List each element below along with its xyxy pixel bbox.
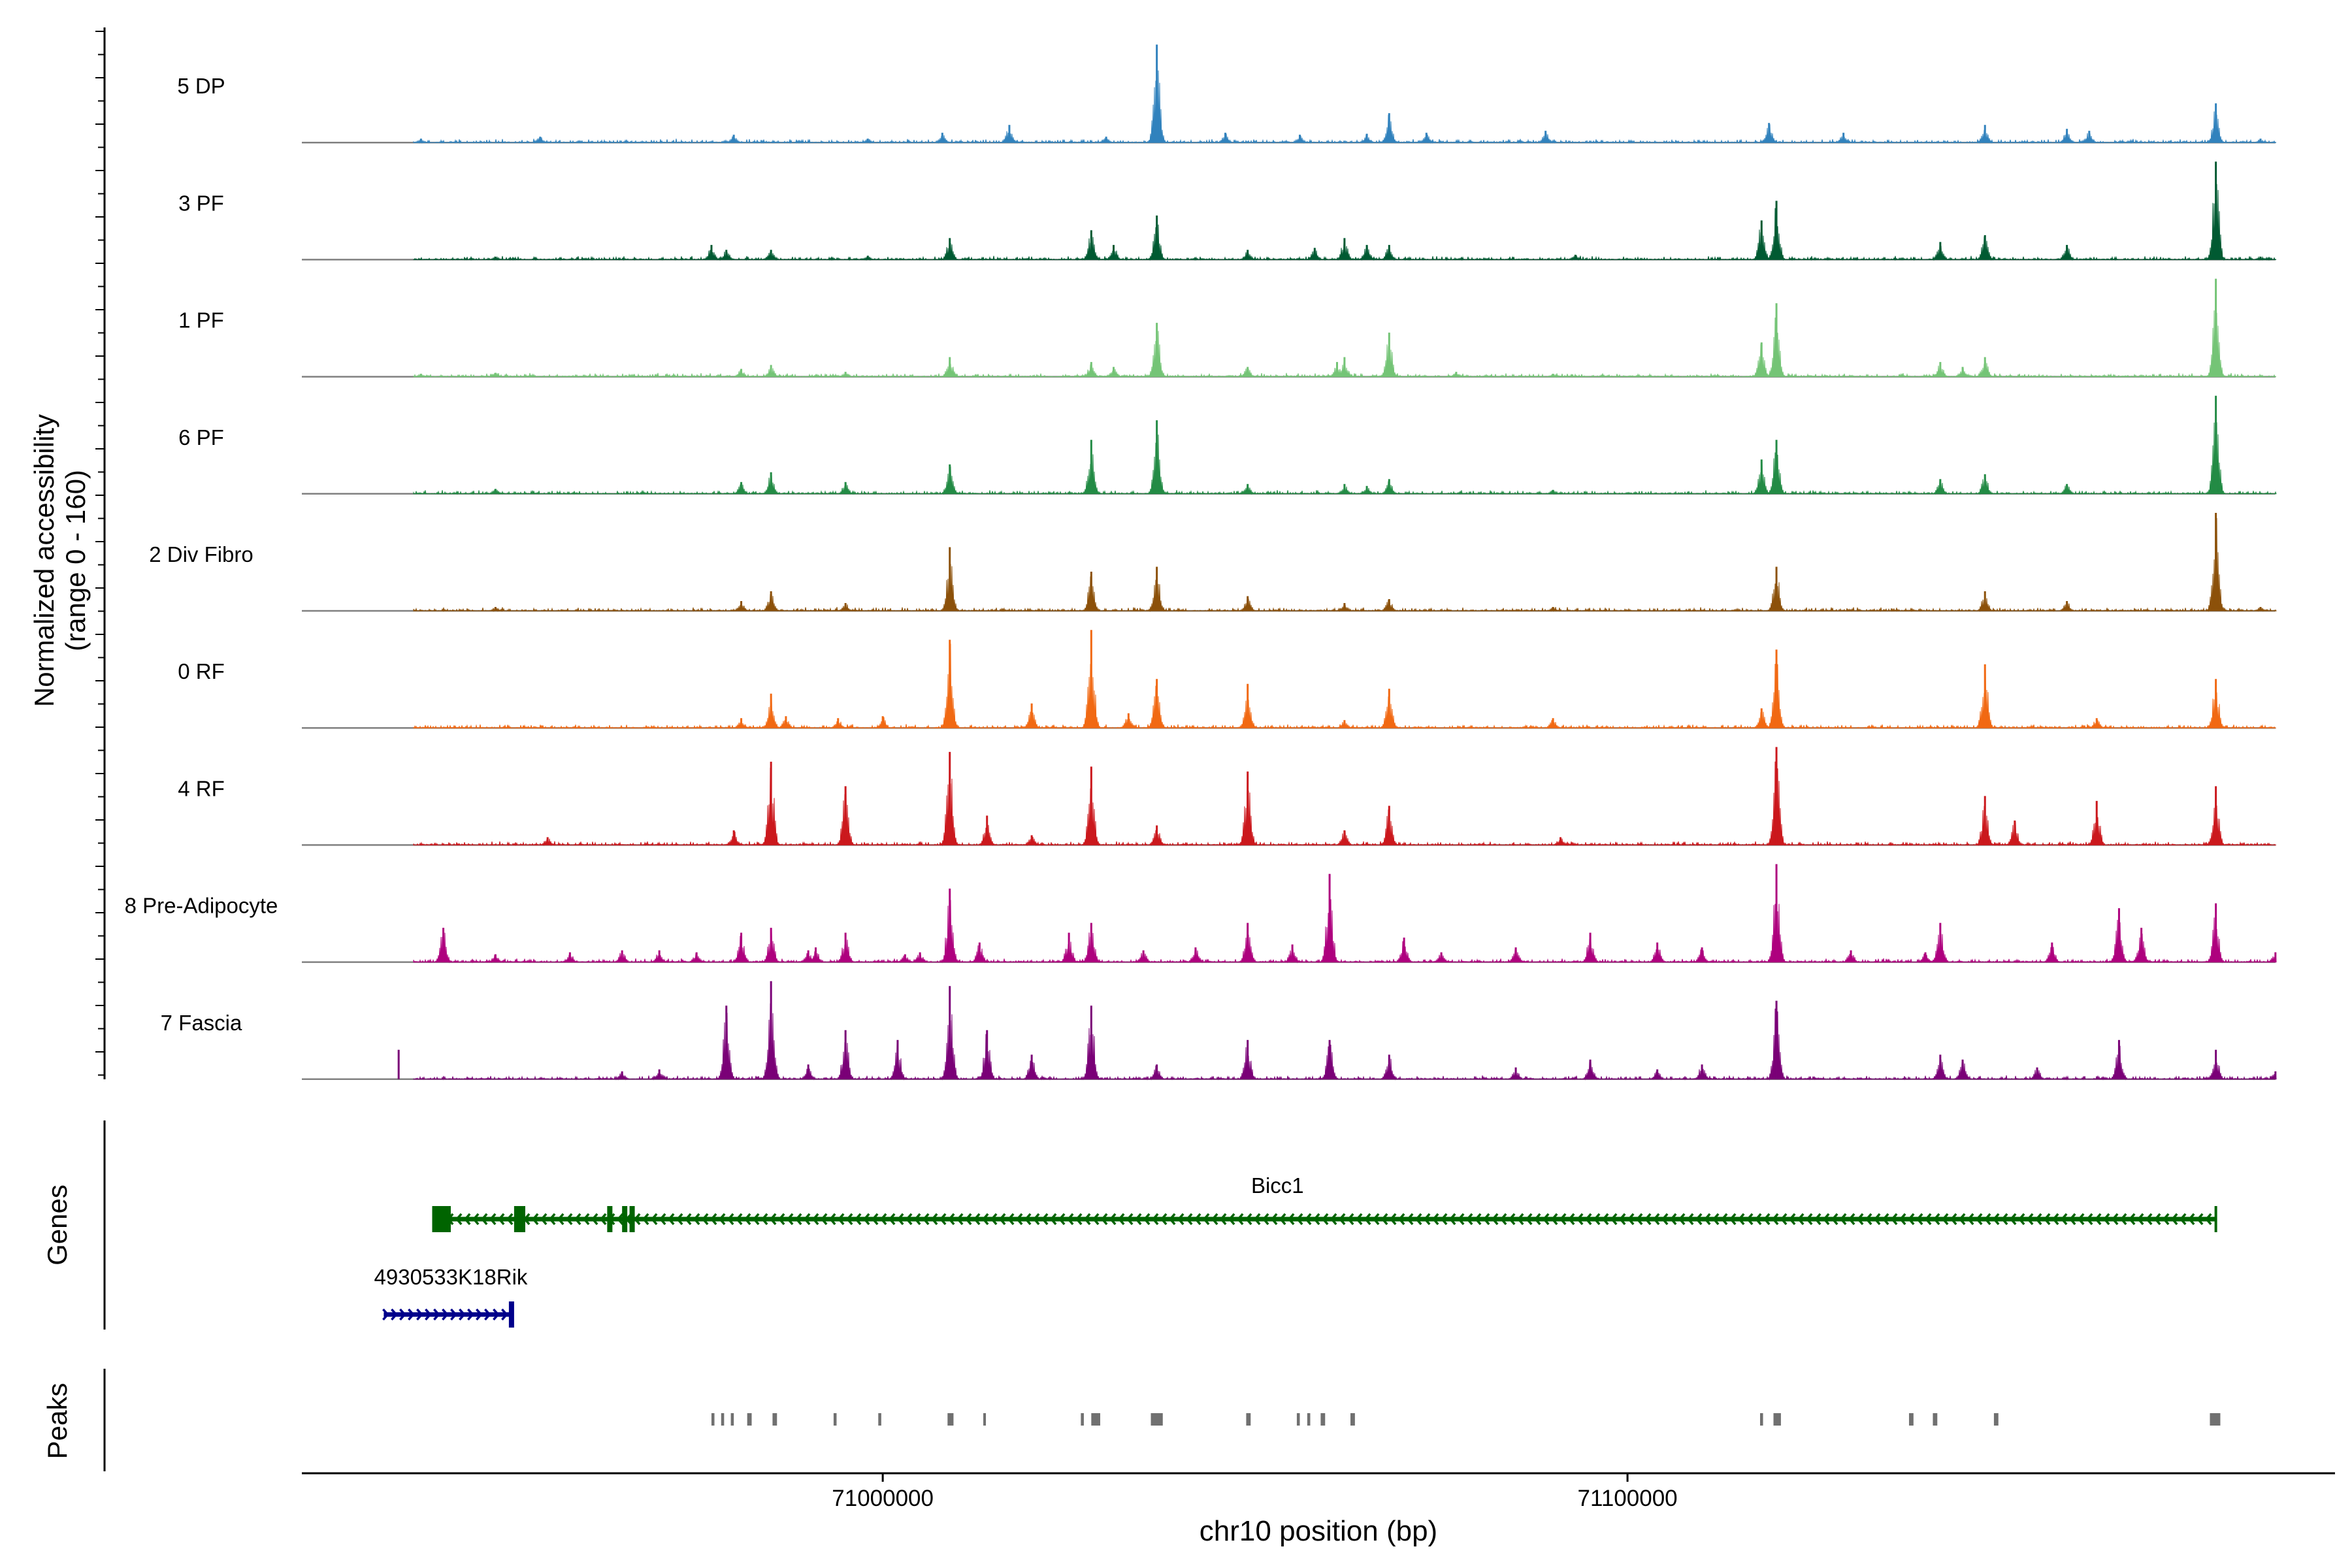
coverage-area [413,517,2277,612]
track-7-fascia: 7 Fascia [161,981,2277,1081]
coverage-area [413,1003,2277,1081]
peaks-track [711,1413,2221,1426]
exon [622,1206,628,1232]
track-8-pre-adipocyte: 8 Pre-Adipocyte [125,864,2277,964]
coverage-area [413,893,2277,964]
peak-region [1246,1413,1251,1426]
peak-region [1350,1413,1355,1426]
track-4-rf: 4 RF [178,747,2277,847]
coverage-area [413,644,2276,730]
track-6-pf: 6 PF [178,395,2277,495]
coverage-y-label-line1: Normalized accessibility [29,414,59,707]
genes-y-label: Genes [42,1184,73,1266]
track-2-div-fibro: 2 Div Fibro [149,513,2277,612]
peak-region [772,1413,777,1426]
peak-region [1296,1413,1300,1426]
peak-region [983,1413,987,1426]
track-label: 3 PF [178,191,224,215]
peak-region [833,1413,837,1426]
peak-region [730,1413,734,1426]
gene-bicc1: Bicc1 [432,1173,2217,1232]
peak-region [2210,1413,2221,1426]
strand-chevrons [382,1308,508,1321]
peak-region [711,1413,715,1426]
coverage-area [413,410,2277,495]
x-axis-label: chr10 position (bp) [1200,1515,1437,1547]
peak-region [1759,1413,1763,1426]
track-label: 7 Fascia [161,1011,242,1035]
coverage-y-label-line2: (range 0 - 160) [60,470,91,651]
track-label: 8 Pre-Adipocyte [125,894,278,918]
peak-region [1908,1413,1914,1426]
track-1-pf: 1 PF [178,278,2277,378]
peak-region [1320,1413,1326,1426]
peak-region [1151,1413,1163,1426]
peak-region [1307,1413,1311,1426]
peaks-y-label: Peaks [42,1383,73,1460]
x-tick-label: 71000000 [832,1486,934,1511]
track-5-dp: 5 DP [177,44,2277,144]
peak-region [747,1413,752,1426]
peak-region [721,1413,725,1426]
x-axis-ticks: 71000000 71100000 [832,1473,1678,1511]
coverage-y-ticks [95,31,105,1076]
exon [432,1206,451,1232]
track-3-pf: 3 PF [178,161,2277,261]
x-tick-label: 71100000 [1578,1486,1678,1511]
track-0-rf: 0 RF [178,630,2276,730]
peak-region [1993,1413,1999,1426]
peak-region [878,1413,881,1426]
track-label: 6 PF [178,425,224,449]
peak-region [1773,1413,1781,1426]
track-label: 1 PF [178,308,224,333]
exon [607,1206,613,1232]
peak-region [1091,1413,1101,1426]
coverage-tracks: 5 DP 3 PF 1 PF 6 PF 2 Div Fibro 0 RF 4 RF 8 Pre… [125,44,2277,1081]
gene-label: 4930533K18Rik [374,1265,528,1289]
coverage-area [413,57,2277,144]
genes-track: Bicc1 4930533K18Rik [374,1173,2217,1328]
track-label: 4 RF [178,776,225,800]
exon [508,1301,514,1328]
peak-region [1081,1413,1084,1426]
track-label: 2 Div Fibro [149,542,253,566]
exon [514,1206,525,1232]
peak-region [1933,1413,1938,1426]
gene-4930533k18rik: 4930533K18Rik [374,1265,528,1328]
peak-region [947,1413,954,1426]
track-label: 5 DP [177,74,225,98]
track-label: 0 RF [178,659,225,683]
exon [629,1206,635,1232]
gene-label: Bicc1 [1251,1173,1304,1198]
